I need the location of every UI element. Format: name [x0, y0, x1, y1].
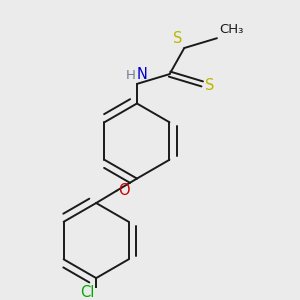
Text: CH₃: CH₃ — [220, 22, 244, 36]
Text: O: O — [118, 183, 130, 198]
Text: H: H — [125, 69, 135, 82]
Text: S: S — [205, 78, 214, 93]
Text: S: S — [173, 32, 183, 46]
Text: Cl: Cl — [80, 285, 94, 300]
Text: N: N — [137, 67, 148, 82]
